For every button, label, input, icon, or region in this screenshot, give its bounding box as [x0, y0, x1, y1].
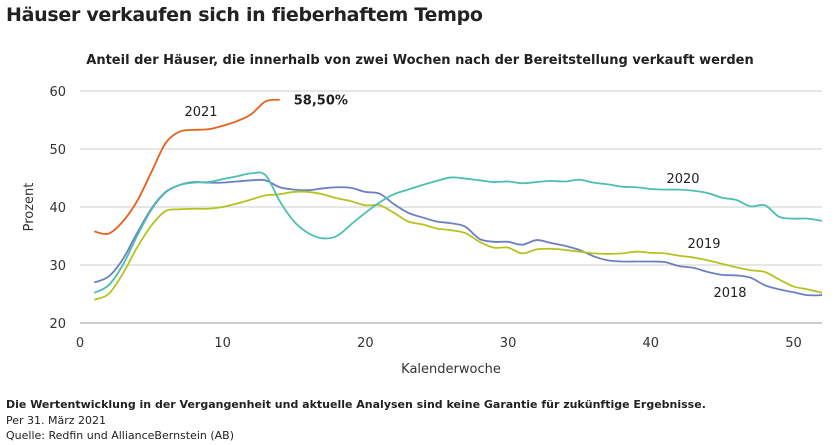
date-note: Per 31. März 2021: [6, 414, 107, 427]
x-tick-label: 10: [214, 336, 231, 351]
y-tick-label: 50: [49, 143, 66, 158]
x-tick-label: 0: [76, 336, 84, 351]
series-line-2020: [93, 171, 823, 294]
series-line-2021: [94, 98, 280, 235]
value-annotation: 58,50%: [294, 94, 348, 109]
series-label-2018: 2018: [713, 286, 746, 301]
x-tick-label: 40: [642, 336, 659, 351]
series-label-2019: 2019: [687, 237, 720, 252]
page-title: Häuser verkaufen sich in fieberhaftem Te…: [6, 4, 483, 26]
source-note: Quelle: Redfin und AllianceBernstein (AB…: [6, 429, 235, 442]
x-tick-label: 20: [357, 336, 374, 351]
series-line-2019: [93, 190, 823, 301]
y-tick-label: 60: [49, 85, 66, 100]
x-axis-label: Kalenderwoche: [401, 362, 501, 377]
y-tick-label: 30: [49, 259, 66, 274]
y-tick-label: 20: [49, 317, 66, 332]
chart-title: Anteil der Häuser, die innerhalb von zwe…: [86, 53, 754, 68]
disclaimer: Die Wertentwicklung in der Vergangenheit…: [6, 398, 706, 411]
y-tick-label: 40: [49, 201, 66, 216]
line-chart: 20 30 40 50 60 0 10 20 30 40 50 Kalenderwoche Prozen…: [22, 85, 823, 377]
series-label-2020: 2020: [666, 172, 699, 187]
x-tick-label: 30: [500, 336, 517, 351]
series-label-2021: 2021: [184, 105, 217, 120]
x-tick-label: 50: [785, 336, 802, 351]
series-line-2018: [93, 178, 823, 297]
y-axis-label: Prozent: [22, 183, 37, 232]
